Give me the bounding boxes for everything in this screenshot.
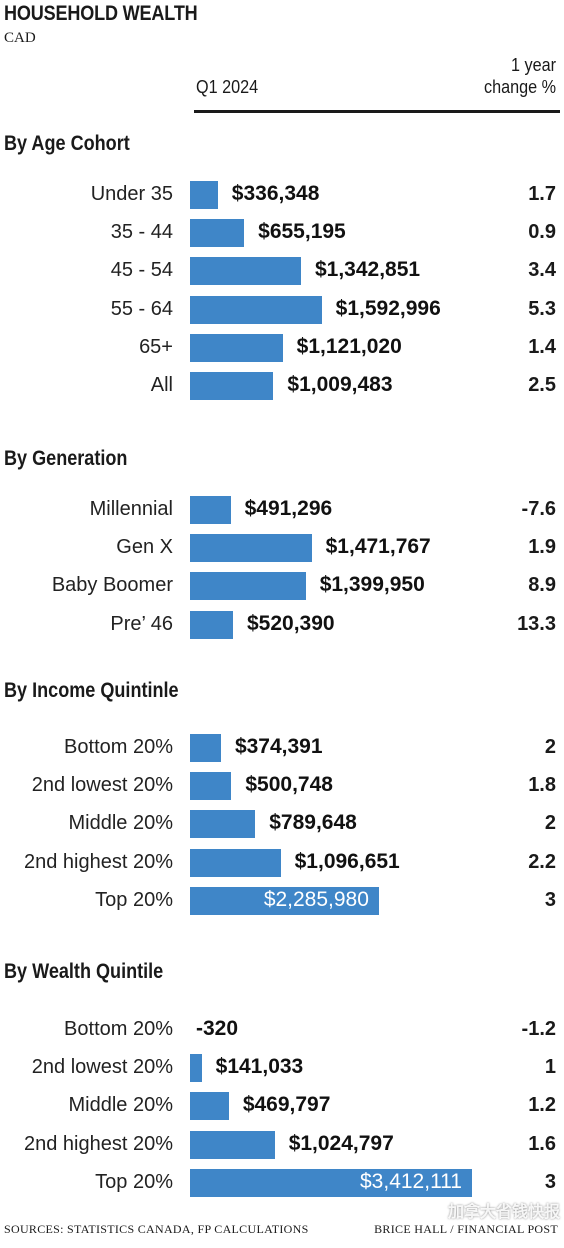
section-title: By Generation — [4, 447, 128, 470]
row-label: Under 35 — [90, 183, 173, 205]
section-title: By Income Quintinle — [4, 679, 179, 702]
row-label: Gen X — [116, 536, 173, 559]
bar — [190, 534, 312, 563]
change-header-line2: change % — [483, 77, 556, 97]
change-value: 2 — [544, 812, 556, 835]
row-label: Pre’ 46 — [110, 612, 173, 635]
bar — [190, 1054, 202, 1083]
bar — [190, 772, 232, 801]
row-label: Top 20% — [95, 1170, 173, 1193]
value-label: $655,195 — [258, 220, 346, 244]
value-label: $2,285,980 — [263, 887, 369, 911]
value-label: $374,391 — [234, 735, 323, 758]
sources-note: SOURCES: STATISTICS CANADA, FP CALCULATI… — [4, 1222, 309, 1236]
value-label: $1,342,851 — [314, 258, 421, 282]
row-label: All — [150, 374, 173, 396]
change-value: 1 — [544, 1056, 556, 1079]
row-label: 35 - 44 — [110, 221, 173, 244]
value-label: $3,412,111 — [360, 1169, 462, 1193]
row-label: 2nd lowest 20% — [31, 1056, 173, 1079]
value-label: $469,797 — [242, 1093, 331, 1117]
value-column-header: Q1 2024 — [196, 77, 259, 97]
change-value: 1.9 — [528, 536, 556, 559]
change-value: 1.4 — [528, 335, 556, 358]
value-label: -320 — [196, 1017, 239, 1040]
bar — [190, 181, 218, 209]
value-label: $491,296 — [244, 497, 333, 520]
change-value: -7.6 — [521, 498, 556, 520]
change-value: 2.2 — [528, 850, 556, 873]
bar — [190, 572, 306, 601]
bar — [190, 333, 283, 362]
bar — [190, 1168, 472, 1197]
section-title: By Age Cohort — [4, 132, 130, 155]
bar — [190, 810, 256, 839]
change-value: 1.7 — [528, 183, 556, 205]
change-column-header: 1 year change % — [484, 54, 556, 98]
credit-note: BRICE HALL / FINANCIAL POST — [374, 1222, 558, 1236]
currency-unit: CAD — [4, 30, 36, 46]
row-label: 65+ — [139, 335, 173, 358]
section-title: By Wealth Quintile — [4, 960, 164, 983]
bar — [190, 610, 233, 639]
bar — [190, 734, 221, 762]
value-label: $336,348 — [231, 182, 320, 205]
change-value: 3 — [544, 1170, 556, 1193]
bar — [190, 848, 281, 877]
change-value: 2 — [544, 736, 556, 758]
value-label: $500,748 — [245, 773, 333, 797]
change-value: 2.5 — [528, 374, 556, 396]
bar — [190, 1092, 229, 1121]
change-value: 13.3 — [517, 612, 556, 635]
watermark-text: 加拿大省钱快报 — [447, 1204, 560, 1221]
bar — [190, 496, 231, 524]
change-value: 8.9 — [528, 574, 556, 597]
change-value: 1.8 — [528, 774, 556, 797]
row-label: 2nd highest 20% — [23, 1132, 173, 1155]
change-value: 1.2 — [528, 1094, 556, 1117]
bar — [190, 257, 301, 286]
value-label: $789,648 — [269, 811, 357, 835]
bar — [190, 1130, 275, 1159]
value-label: $520,390 — [247, 611, 335, 635]
value-label: $1,096,651 — [294, 849, 400, 873]
value-label: $1,121,020 — [296, 334, 402, 358]
value-label: $1,399,950 — [319, 573, 425, 597]
bar — [190, 886, 379, 915]
value-label: $1,471,767 — [325, 535, 431, 559]
change-value: -1.2 — [521, 1018, 556, 1040]
chart-title: HOUSEHOLD WEALTH — [4, 2, 198, 25]
header-rule — [194, 110, 560, 113]
change-header-line1: 1 year — [510, 55, 556, 75]
row-label: 45 - 54 — [110, 259, 173, 282]
change-value: 3.4 — [528, 259, 556, 282]
bar — [190, 219, 245, 248]
change-value: 1.6 — [528, 1132, 556, 1155]
change-value: 5.3 — [528, 297, 556, 320]
value-label: $1,592,996 — [335, 296, 441, 320]
bar — [190, 372, 274, 400]
bar — [190, 295, 322, 324]
row-label: Bottom 20% — [64, 736, 173, 758]
change-value: 3 — [544, 888, 556, 911]
row-label: Bottom 20% — [64, 1018, 173, 1040]
value-label: $141,033 — [215, 1055, 304, 1079]
row-label: Millennial — [89, 498, 173, 520]
row-label: 2nd lowest 20% — [31, 774, 173, 797]
value-label: $1,009,483 — [287, 373, 393, 396]
row-label: Middle 20% — [68, 1094, 173, 1117]
row-label: Middle 20% — [68, 812, 173, 835]
row-label: Top 20% — [95, 888, 173, 911]
row-label: Baby Boomer — [51, 574, 173, 597]
value-label: $1,024,797 — [288, 1131, 394, 1155]
row-label: 55 - 64 — [110, 297, 173, 320]
change-value: 0.9 — [528, 221, 556, 244]
row-label: 2nd highest 20% — [23, 850, 173, 873]
